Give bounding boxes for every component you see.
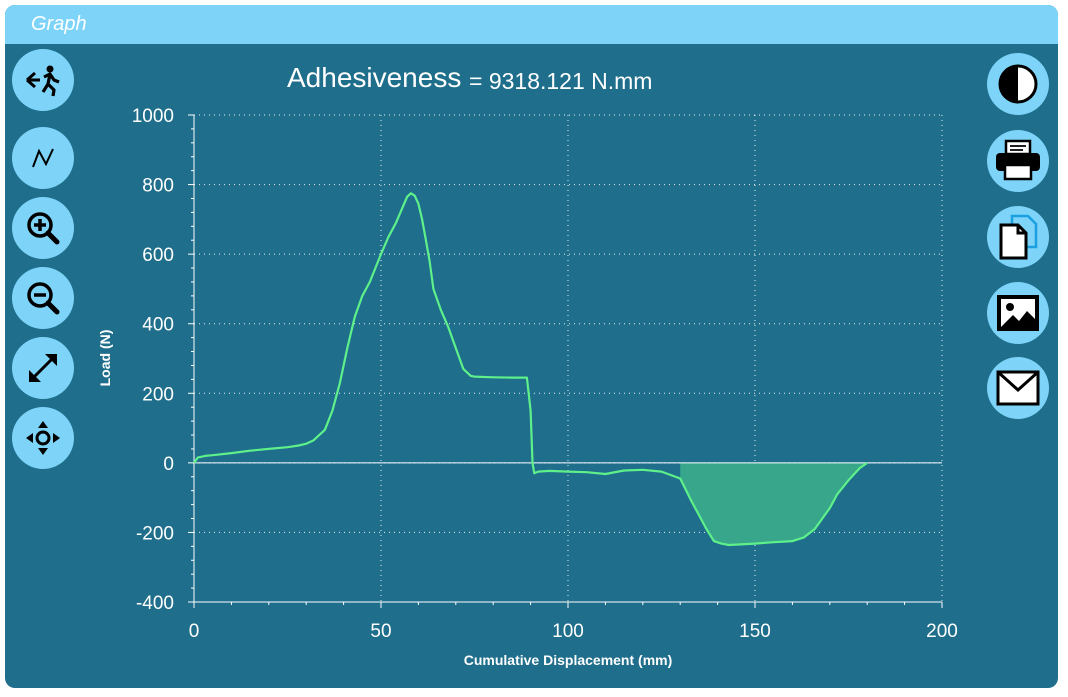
- contrast-button[interactable]: [987, 53, 1049, 115]
- grid: [193, 114, 943, 603]
- y-tick-label: -400: [136, 593, 174, 614]
- fit-to-screen-button[interactable]: [12, 337, 74, 399]
- x-axis-label: Cumulative Displacement (mm): [464, 652, 673, 668]
- y-tick-label: 800: [142, 176, 174, 197]
- curve-button[interactable]: [12, 127, 74, 189]
- x-tick-label: 150: [739, 621, 771, 642]
- chart-title: Adhesiveness: [287, 62, 461, 93]
- copy-icon: [999, 214, 1038, 260]
- image-icon: [997, 295, 1039, 331]
- y-tick-label: 400: [142, 315, 174, 336]
- x-tick-label: 50: [370, 621, 391, 642]
- pan-button[interactable]: [12, 407, 74, 469]
- print-button[interactable]: [987, 130, 1049, 192]
- y-axis-label: Load (N): [97, 330, 113, 387]
- exit-icon: [26, 65, 60, 97]
- contrast-icon: [998, 64, 1038, 104]
- x-tick-label: 200: [926, 621, 958, 642]
- x-tick-labels: 0 50 100 150 200: [189, 621, 958, 642]
- print-icon: [996, 139, 1040, 181]
- y-tick-labels: 1000 800 600 400 200 0 -200 -400: [132, 106, 174, 614]
- email-button[interactable]: [987, 357, 1049, 419]
- window-title: Graph: [31, 13, 87, 35]
- y-tick-label: 600: [142, 245, 174, 266]
- y-tick-label: 0: [163, 454, 174, 475]
- copy-button[interactable]: [987, 206, 1049, 268]
- axes: [188, 114, 943, 608]
- title-bar: Graph: [5, 5, 1058, 44]
- zoom-in-icon: [27, 212, 60, 245]
- y-tick-label: -200: [136, 523, 174, 544]
- x-tick-label: 0: [189, 621, 200, 642]
- zoom-out-button[interactable]: [12, 267, 74, 329]
- curve-icon: [32, 148, 54, 168]
- shaded-area: [680, 462, 868, 545]
- email-icon: [996, 370, 1040, 406]
- zoom-in-button[interactable]: [12, 197, 74, 259]
- series-line: [193, 192, 868, 547]
- x-tick-label: 100: [552, 621, 584, 642]
- graph-window: Graph: [5, 5, 1058, 688]
- zoom-out-icon: [27, 282, 60, 315]
- save-image-button[interactable]: [987, 282, 1049, 344]
- pan-icon: [26, 421, 60, 455]
- y-tick-label: 1000: [132, 106, 174, 127]
- exit-button[interactable]: [12, 49, 74, 111]
- fit-to-screen-icon: [29, 354, 57, 382]
- y-tick-label: 200: [142, 384, 174, 405]
- chart-title-value: = 9318.121 N.mm: [469, 68, 652, 94]
